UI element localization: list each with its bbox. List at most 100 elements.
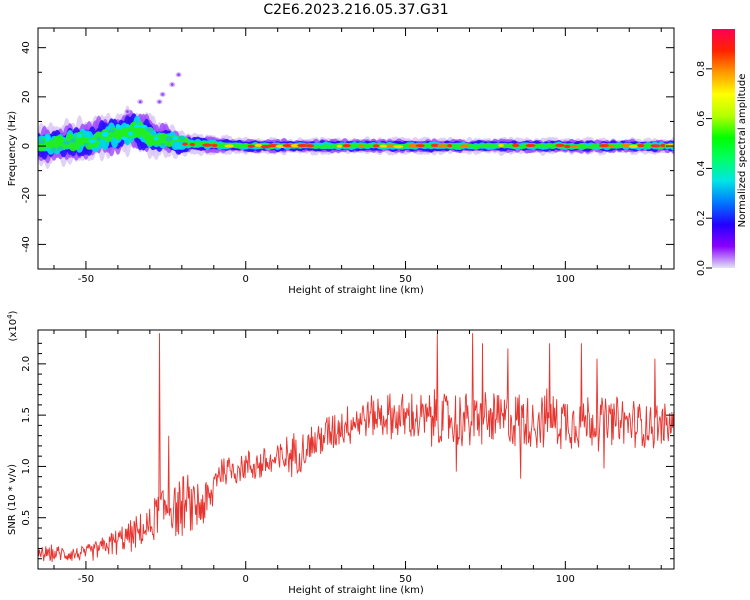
heatmap-xtick-label: 100 — [556, 274, 575, 285]
heatmap-outlier-core — [177, 73, 180, 77]
heatmap-outlier-core — [170, 83, 174, 86]
figure-title: C2E6.2023.216.05.37.G31 — [263, 2, 448, 18]
snr-ytick-label: 2.0 — [21, 356, 32, 372]
heatmap-ytick-label: 0 — [21, 143, 32, 149]
colorbar-tick-label: 0.4 — [696, 160, 707, 176]
heatmap-patch — [88, 139, 97, 144]
heatmap-peak — [660, 143, 666, 148]
snr-panel: -50 0 50 100 0.5 1.0 1.5 2.0 Height of straight… — [6, 310, 675, 596]
heatmap-peak — [622, 143, 631, 147]
colorbar-tick-label: 0.0 — [696, 260, 707, 276]
heatmap-peak — [386, 144, 396, 148]
heatmap-patch — [45, 135, 50, 142]
heatmap-ytick-label: -40 — [21, 236, 32, 252]
heatmap-ticks: -50 0 50 100 -40 -20 0 20 40 — [21, 28, 674, 285]
heatmap-ytick-label: 20 — [21, 90, 32, 103]
heatmap-patch — [77, 133, 83, 139]
heatmap-peak — [525, 143, 536, 148]
snr-multiplier: (x104) — [6, 310, 19, 341]
snr-series-line — [38, 333, 674, 563]
heatmap-peak — [393, 145, 404, 149]
heatmap-patch — [139, 124, 148, 129]
heatmap-patch — [63, 140, 71, 145]
heatmap-patch — [133, 124, 141, 128]
heatmap-peak — [336, 144, 343, 148]
heatmap-peak — [282, 144, 294, 148]
snr-ytick-label: 1.0 — [21, 458, 32, 474]
heatmap-peak — [608, 144, 615, 148]
heatmap-peak — [182, 142, 188, 146]
heatmap-patch — [101, 131, 109, 137]
snr-xtick-label: 0 — [243, 574, 249, 585]
heatmap-xtick-label: -50 — [78, 274, 94, 285]
heatmap-ytick-label: 40 — [21, 41, 32, 54]
snr-frame — [37, 329, 675, 570]
heatmap-peak — [459, 144, 469, 148]
heatmap-patch — [57, 146, 64, 151]
heatmap-peak — [342, 144, 351, 148]
heatmap-patch — [178, 135, 186, 141]
heatmap-peak — [247, 144, 255, 148]
heatmap-peak — [224, 144, 234, 148]
snr-content — [38, 333, 674, 563]
snr-multiplier-base: (x10 — [8, 319, 19, 342]
heatmap-patch — [70, 138, 76, 143]
heatmap-patch — [96, 136, 101, 142]
heatmap-peak — [498, 143, 504, 148]
heatmap-peak — [290, 144, 300, 148]
heatmap-peak — [415, 144, 425, 148]
heatmap-peak — [297, 143, 309, 148]
heatmap-outlier-core — [161, 93, 164, 96]
heatmap-patch — [51, 147, 57, 152]
snr-ytick-label: 0.5 — [21, 510, 32, 526]
heatmap-ylabel: Frequency (Hz) — [7, 111, 18, 187]
heatmap-peak — [512, 143, 520, 147]
snr-ylabel: SNR (10 * v/v) — [7, 464, 18, 535]
heatmap-patch — [38, 139, 45, 145]
heatmap-peak — [650, 144, 661, 148]
snr-xtick-label: 50 — [399, 574, 412, 585]
heatmap-peak — [598, 143, 610, 148]
snr-multiplier-exp: 4 — [6, 314, 14, 319]
colorbar-label: Normalized spectral amplitude — [737, 74, 748, 228]
colorbar-bar — [712, 29, 735, 268]
heatmap-frame — [37, 27, 675, 270]
heatmap-patch — [153, 136, 159, 141]
colorbar-tick-label: 0.6 — [696, 111, 707, 127]
heatmap-peak — [571, 144, 579, 149]
heatmap-peak — [437, 144, 448, 148]
snr-xtick-label: 100 — [556, 574, 575, 585]
heatmap-xtick-label: 50 — [399, 274, 412, 285]
heatmap-peak — [211, 143, 218, 148]
heatmap-peak — [358, 144, 364, 148]
heatmap-outlier-core — [158, 100, 161, 104]
heatmap-peak — [564, 144, 571, 149]
heatmap-patch — [146, 127, 154, 132]
snr-xlabel: Height of straight line (km) — [288, 585, 424, 596]
heatmap-peak — [447, 144, 453, 148]
colorbar: 0.0 0.2 0.4 0.6 0.8 Normalized spectral ampl… — [696, 29, 748, 276]
heatmap-peak — [202, 143, 213, 147]
heatmap-patch — [120, 136, 128, 140]
heatmap-content — [38, 72, 674, 169]
heatmap-outlier-core — [138, 100, 142, 104]
heatmap-patch — [172, 136, 179, 141]
heatmap-peak — [254, 143, 263, 147]
snr-ticks: -50 0 50 100 0.5 1.0 1.5 2.0 — [21, 330, 674, 585]
snr-xtick-label: -50 — [78, 574, 94, 585]
snr-ytick-label: 1.5 — [21, 407, 32, 423]
heatmap-peak — [637, 143, 645, 148]
heatmap-peak — [372, 144, 380, 148]
heatmap-patch — [107, 129, 116, 133]
heatmap-xtick-label: 0 — [243, 274, 249, 285]
heatmap-patch — [128, 131, 134, 137]
heatmap-patch — [160, 143, 165, 147]
colorbar-tick-label: 0.2 — [696, 210, 707, 226]
heatmap-patch — [115, 123, 121, 130]
heatmap-peak — [555, 143, 565, 147]
heatmap-xlabel: Height of straight line (km) — [288, 285, 424, 296]
heatmap-panel: -50 0 50 100 -40 -20 0 20 40 Height of straight … — [7, 27, 675, 296]
heatmap-patch — [83, 142, 89, 146]
heatmap-peak — [305, 144, 315, 148]
